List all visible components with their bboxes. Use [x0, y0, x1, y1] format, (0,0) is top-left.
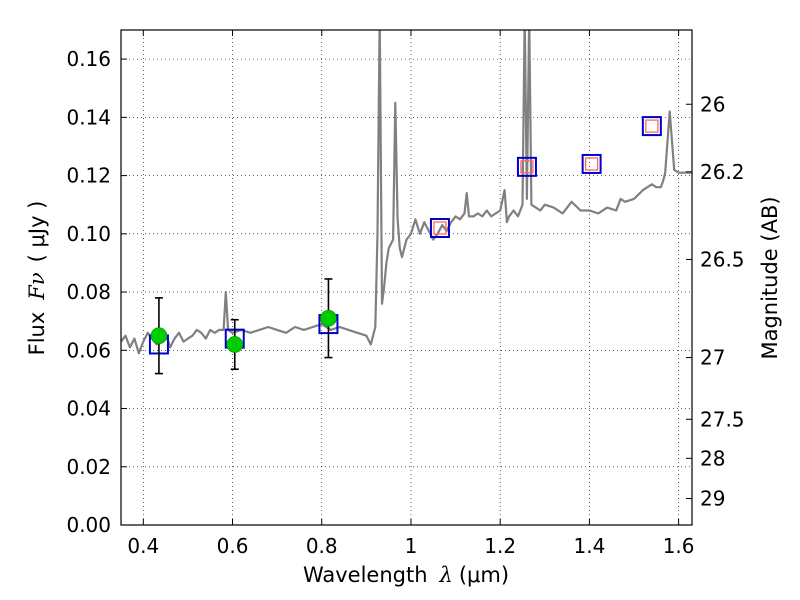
upper-limit-marker — [433, 221, 447, 235]
y2-axis-title: Magnitude (AB) — [758, 196, 782, 359]
plot-frame — [120, 29, 693, 526]
x-tick-label: 1.4 — [573, 534, 605, 558]
y2-tick-label: 26 — [700, 92, 725, 116]
x-tick-label: 1.2 — [484, 534, 516, 558]
observed-photometry-point — [320, 309, 337, 327]
model-photometry-marker — [429, 218, 450, 238]
y-axis-title-prefix: Flux — [25, 312, 49, 356]
model-photometry-marker — [581, 153, 602, 174]
x-tick-label: 1 — [405, 534, 418, 558]
model-photometry-marker — [516, 156, 537, 177]
y-tick-label: 0.08 — [66, 280, 111, 304]
x-axis-title-symbol: λ — [439, 563, 453, 587]
y2-tick-label: 28 — [700, 446, 725, 470]
y-tick-label: 0.10 — [66, 222, 111, 246]
y2-tick-label: 29 — [700, 487, 725, 511]
x-axis-title: Wavelength λ (μm) — [303, 563, 509, 587]
y2-tick-label: 27.5 — [700, 407, 745, 431]
y-axis-title-unit: ( μJy ) — [25, 201, 49, 263]
x-tick-label: 0.4 — [127, 534, 159, 558]
y-tick-label: 0.14 — [66, 105, 111, 129]
model-photometry-marker — [641, 116, 662, 137]
observed-photometry-point — [226, 336, 244, 353]
observed-photometry-point — [150, 327, 168, 345]
upper-limit-marker — [520, 160, 534, 174]
spectrum-line — [121, 30, 692, 355]
data-series — [121, 30, 692, 375]
y-tick-label: 0.12 — [66, 164, 111, 188]
upper-limit-marker — [584, 157, 599, 171]
x-tick-label: 0.8 — [306, 534, 338, 558]
y-tick-label: 0.16 — [66, 47, 111, 71]
y2-tick-label: 26.5 — [700, 247, 745, 271]
x-tick-label: 1.6 — [663, 534, 695, 558]
x-axis-title-prefix: Wavelength — [303, 563, 428, 587]
y-axis-title-symbol: Fν — [25, 272, 49, 301]
x-tick-label: 0.6 — [217, 534, 249, 558]
y-tick-label: 0.00 — [66, 513, 111, 537]
y-tick-label: 0.04 — [66, 397, 111, 421]
axis-ticks: 0.4 0.6 0.8 1 1.2 1.4 1.6 0.00 0.02 0.04 0.06 0.08 0… — [66, 30, 745, 558]
grid-lines — [121, 30, 692, 526]
y-axis-title: Flux Fν ( μJy ) — [25, 201, 49, 356]
y-tick-label: 0.06 — [66, 338, 111, 362]
upper-limit-marker — [645, 119, 659, 133]
x-axis-title-unit: (μm) — [459, 563, 509, 587]
y2-tick-label: 27 — [700, 346, 725, 370]
y-tick-label: 0.02 — [66, 455, 111, 479]
y2-tick-label: 26.2 — [700, 160, 745, 184]
